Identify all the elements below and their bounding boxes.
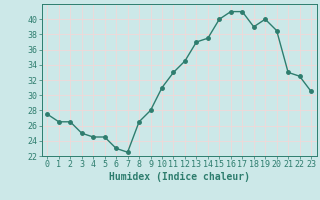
- X-axis label: Humidex (Indice chaleur): Humidex (Indice chaleur): [109, 172, 250, 182]
